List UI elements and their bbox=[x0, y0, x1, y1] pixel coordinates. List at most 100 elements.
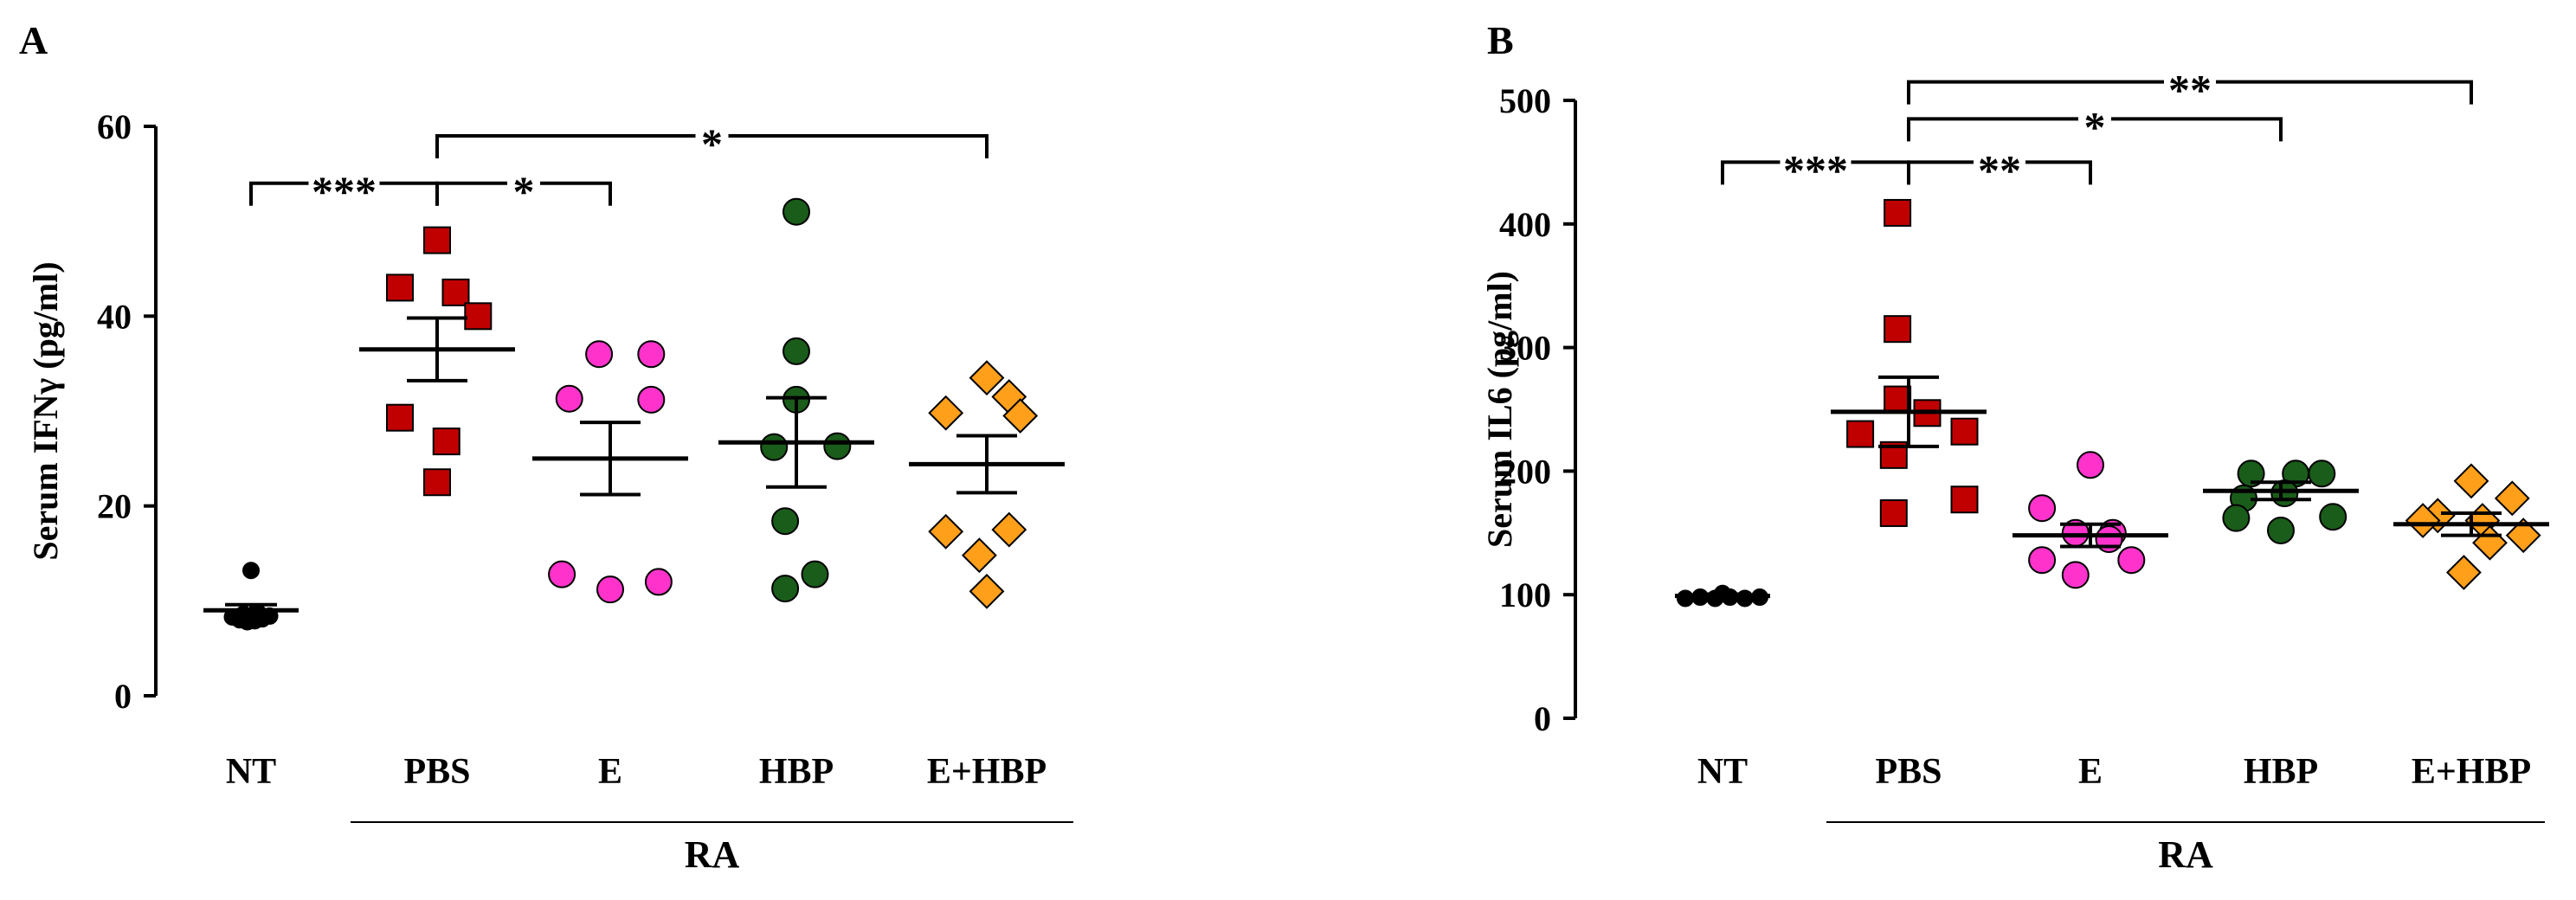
significance-bracket: ** bbox=[1907, 145, 2092, 194]
data-point bbox=[801, 560, 829, 588]
data-point bbox=[2267, 516, 2295, 544]
data-point bbox=[2453, 463, 2489, 499]
data-point bbox=[928, 395, 964, 431]
data-point bbox=[2308, 460, 2336, 488]
series-hbp bbox=[2203, 460, 2359, 544]
x-category-label: HBP bbox=[759, 752, 834, 792]
bracket-label-bg bbox=[2078, 101, 2111, 137]
bracket-label-bg bbox=[1974, 145, 2025, 180]
bracket-label-bg bbox=[308, 165, 380, 201]
data-point bbox=[961, 537, 997, 574]
data-point bbox=[555, 384, 583, 413]
y-tick-label: 40 bbox=[97, 297, 132, 336]
y-tick-label: 300 bbox=[1499, 329, 1551, 368]
data-point bbox=[969, 573, 1005, 609]
data-point bbox=[823, 432, 852, 460]
significance-label: *** bbox=[312, 167, 377, 215]
significance-bracket: * bbox=[435, 118, 989, 168]
series-e bbox=[2012, 451, 2168, 589]
data-point bbox=[386, 273, 414, 302]
series-hbp bbox=[718, 197, 874, 603]
data-point bbox=[760, 433, 789, 461]
y-axis-label: Serum IFNγ (pg/ml) bbox=[26, 261, 65, 560]
data-point bbox=[1879, 498, 1908, 527]
series-pbs bbox=[359, 226, 515, 497]
data-point bbox=[596, 575, 624, 604]
significance-label: ** bbox=[1978, 145, 2021, 194]
data-point bbox=[1677, 589, 1694, 608]
series-nt bbox=[203, 562, 299, 631]
data-point bbox=[423, 468, 451, 497]
significance-bracket: *** bbox=[1721, 145, 1910, 194]
y-tick-label: 400 bbox=[1499, 205, 1551, 244]
data-point bbox=[2319, 503, 2347, 531]
data-point bbox=[2237, 460, 2265, 488]
x-category-label: E+HBP bbox=[927, 752, 1046, 792]
bracket-label-bg bbox=[2164, 64, 2216, 100]
data-point bbox=[2405, 503, 2441, 538]
x-category-label: E+HBP bbox=[2412, 752, 2531, 792]
y-axis-label: Serum IL6 (pg/ml) bbox=[1480, 271, 1519, 548]
panel-letter: A bbox=[19, 18, 48, 62]
data-point bbox=[2445, 555, 2482, 590]
data-point bbox=[2028, 494, 2057, 523]
data-point bbox=[2505, 518, 2541, 554]
x-category-label: PBS bbox=[403, 752, 470, 792]
data-point bbox=[782, 197, 810, 226]
data-point bbox=[423, 226, 451, 254]
data-point bbox=[1846, 420, 1875, 448]
data-point bbox=[637, 385, 666, 414]
data-point bbox=[2077, 451, 2104, 479]
data-point bbox=[1950, 485, 1979, 514]
series-nt bbox=[1675, 584, 1770, 608]
significance-bracket: ** bbox=[1907, 64, 2473, 114]
data-point bbox=[585, 340, 614, 369]
data-point bbox=[464, 302, 493, 331]
panel-letter: B bbox=[1487, 18, 1514, 62]
data-point bbox=[1950, 417, 1979, 446]
bracket-label-bg bbox=[695, 118, 729, 153]
panel-a: A 0 20 40 60 Serum IFNγ (pg/ml) NT PBS E HBP E+HBP… bbox=[19, 18, 1073, 876]
significance-label: * bbox=[701, 119, 723, 168]
series-pbs bbox=[1831, 198, 1987, 527]
y-tick-label: 60 bbox=[97, 107, 132, 146]
x-category-label: PBS bbox=[1875, 752, 1942, 792]
bracket-label-bg bbox=[1780, 145, 1852, 180]
data-point bbox=[249, 604, 267, 622]
data-point bbox=[969, 360, 1005, 396]
series-e-plus-hbp bbox=[909, 360, 1065, 609]
significance-bracket: * bbox=[435, 165, 612, 215]
y-tick-label: 0 bbox=[1534, 699, 1551, 738]
y-tick-label: 0 bbox=[114, 677, 132, 716]
data-point bbox=[637, 340, 666, 369]
data-point bbox=[2494, 480, 2530, 517]
data-point bbox=[644, 568, 673, 596]
data-point bbox=[1884, 385, 1912, 414]
data-point bbox=[2028, 546, 2057, 575]
significance-label: * bbox=[513, 167, 535, 215]
data-point bbox=[782, 337, 810, 365]
data-point bbox=[771, 575, 800, 603]
data-point bbox=[1884, 198, 1912, 227]
group-label: RA bbox=[2158, 833, 2213, 876]
x-category-label: E bbox=[598, 752, 622, 792]
series-e-plus-hbp bbox=[2393, 463, 2549, 590]
data-point bbox=[928, 513, 964, 550]
data-point bbox=[771, 507, 800, 536]
data-point bbox=[1002, 398, 1039, 434]
data-point bbox=[2117, 546, 2146, 575]
bracket-label-bg bbox=[507, 165, 540, 201]
x-category-label: NT bbox=[1697, 752, 1748, 792]
data-point bbox=[432, 428, 460, 456]
data-point bbox=[2270, 479, 2299, 508]
significance-bracket: * bbox=[1907, 101, 2283, 151]
significance-label: ** bbox=[2168, 66, 2212, 114]
data-point bbox=[386, 403, 414, 432]
data-point bbox=[2222, 504, 2251, 532]
data-point bbox=[2061, 561, 2090, 589]
x-category-label: HBP bbox=[2244, 752, 2318, 792]
series-e bbox=[532, 340, 688, 604]
data-point bbox=[441, 278, 470, 306]
group-label: RA bbox=[685, 833, 740, 876]
